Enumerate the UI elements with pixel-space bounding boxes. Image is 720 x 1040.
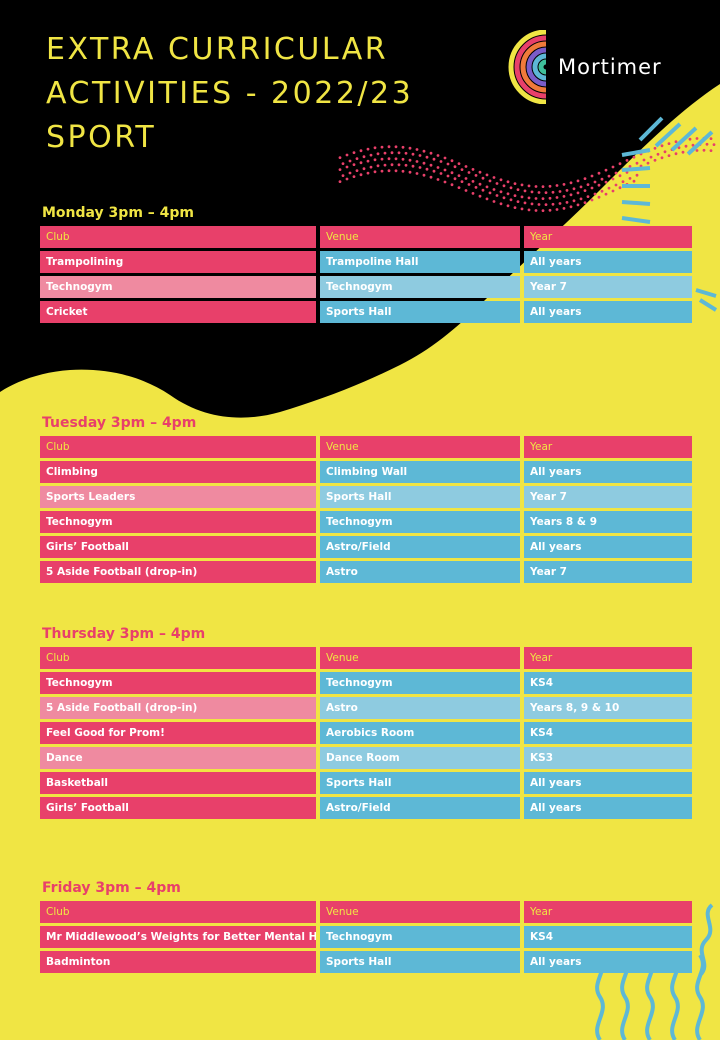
table-row: Climbing Climbing Wall All years [40, 461, 692, 486]
club-cell: Cricket [40, 301, 316, 323]
header-year: Year [524, 436, 692, 458]
venue-cell: Technogym [320, 926, 520, 948]
year-cell: All years [524, 951, 692, 973]
header-venue: Venue [320, 901, 520, 923]
venue-cell: Astro/Field [320, 797, 520, 819]
year-cell: All years [524, 536, 692, 558]
venue-cell: Astro [320, 561, 520, 583]
school-logo: Mortimer [502, 30, 662, 104]
year-cell: Year 7 [524, 486, 692, 508]
year-cell: Years 8 & 9 [524, 511, 692, 533]
year-cell: All years [524, 461, 692, 483]
header-year: Year [524, 226, 692, 248]
table-row: Dance Dance Room KS3 [40, 747, 692, 772]
venue-cell: Trampoline Hall [320, 251, 520, 273]
venue-cell: Astro/Field [320, 536, 520, 558]
year-cell: Years 8, 9 & 10 [524, 697, 692, 719]
logo-text: Mortimer [558, 55, 662, 79]
day-heading: Friday 3pm – 4pm [42, 880, 181, 896]
year-cell: All years [524, 772, 692, 794]
title-line-2: ACTIVITIES - 2022/23 [46, 76, 414, 111]
header-venue: Venue [320, 436, 520, 458]
day-heading: Thursday 3pm – 4pm [42, 626, 206, 642]
table-row: Sports Leaders Sports Hall Year 7 [40, 486, 692, 511]
year-cell: KS4 [524, 926, 692, 948]
table-row: Badminton Sports Hall All years [40, 951, 692, 976]
table-header-row: Club Venue Year [40, 226, 692, 251]
table-header-row: Club Venue Year [40, 436, 692, 461]
venue-cell: Technogym [320, 672, 520, 694]
day-heading: Tuesday 3pm – 4pm [42, 415, 197, 431]
club-cell: 5 Aside Football (drop-in) [40, 697, 316, 719]
year-cell: Year 7 [524, 276, 692, 298]
header-club: Club [40, 226, 316, 248]
venue-cell: Sports Hall [320, 301, 520, 323]
table-row: Trampolining Trampoline Hall All years [40, 251, 692, 276]
table-row: Technogym Technogym Years 8 & 9 [40, 511, 692, 536]
year-cell: KS3 [524, 747, 692, 769]
pink-dots-decoration [338, 136, 716, 213]
session-monday: Monday 3pm – 4pm Club Venue Year Trampol… [40, 203, 692, 326]
table-row: Girls’ Football Astro/Field All years [40, 797, 692, 822]
table-header-row: Club Venue Year [40, 901, 692, 926]
venue-cell: Sports Hall [320, 486, 520, 508]
page-title: EXTRA CURRICULAR ACTIVITIES - 2022/23 SP… [46, 28, 413, 160]
blue-stripes-decoration [621, 116, 718, 312]
year-cell: KS4 [524, 672, 692, 694]
table-row: Technogym Technogym KS4 [40, 672, 692, 697]
venue-cell: Aerobics Room [320, 722, 520, 744]
table-row: 5 Aside Football (drop-in) Astro Years 8… [40, 697, 692, 722]
header-venue: Venue [320, 226, 520, 248]
session-tuesday: Tuesday 3pm – 4pm Club Venue Year Climbi… [40, 413, 692, 586]
year-cell: Year 7 [524, 561, 692, 583]
table-row: Mr Middlewood’s Weights for Better Menta… [40, 926, 692, 951]
day-heading: Monday 3pm – 4pm [42, 205, 195, 221]
club-cell: Girls’ Football [40, 536, 316, 558]
table-row: 5 Aside Football (drop-in) Astro Year 7 [40, 561, 692, 586]
header-year: Year [524, 901, 692, 923]
club-cell: Dance [40, 747, 316, 769]
header-club: Club [40, 436, 316, 458]
table-row: Technogym Technogym Year 7 [40, 276, 692, 301]
club-cell: Technogym [40, 672, 316, 694]
venue-cell: Sports Hall [320, 772, 520, 794]
rainbow-arc-icon [508, 30, 547, 104]
venue-cell: Dance Room [320, 747, 520, 769]
table-header-row: Club Venue Year [40, 647, 692, 672]
header-venue: Venue [320, 647, 520, 669]
session-friday: Friday 3pm – 4pm Club Venue Year Mr Midd… [40, 878, 692, 976]
club-cell: Basketball [40, 772, 316, 794]
header-club: Club [40, 647, 316, 669]
table-row: Basketball Sports Hall All years [40, 772, 692, 797]
venue-cell: Climbing Wall [320, 461, 520, 483]
table-row: Feel Good for Prom! Aerobics Room KS4 [40, 722, 692, 747]
venue-cell: Astro [320, 697, 520, 719]
table-row: Cricket Sports Hall All years [40, 301, 692, 326]
club-cell: Girls’ Football [40, 797, 316, 819]
club-cell: Trampolining [40, 251, 316, 273]
club-cell: Mr Middlewood’s Weights for Better Menta… [40, 926, 316, 948]
venue-cell: Technogym [320, 511, 520, 533]
year-cell: KS4 [524, 722, 692, 744]
year-cell: All years [524, 797, 692, 819]
year-cell: All years [524, 301, 692, 323]
club-cell: Feel Good for Prom! [40, 722, 316, 744]
header-club: Club [40, 901, 316, 923]
title-line-1: EXTRA CURRICULAR [46, 32, 389, 67]
club-cell: Badminton [40, 951, 316, 973]
venue-cell: Sports Hall [320, 951, 520, 973]
venue-cell: Technogym [320, 276, 520, 298]
session-thursday: Thursday 3pm – 4pm Club Venue Year Techn… [40, 624, 692, 822]
year-cell: All years [524, 251, 692, 273]
table-row: Girls’ Football Astro/Field All years [40, 536, 692, 561]
club-cell: 5 Aside Football (drop-in) [40, 561, 316, 583]
header-year: Year [524, 647, 692, 669]
club-cell: Technogym [40, 276, 316, 298]
club-cell: Climbing [40, 461, 316, 483]
club-cell: Sports Leaders [40, 486, 316, 508]
title-line-3: SPORT [46, 120, 157, 155]
club-cell: Technogym [40, 511, 316, 533]
